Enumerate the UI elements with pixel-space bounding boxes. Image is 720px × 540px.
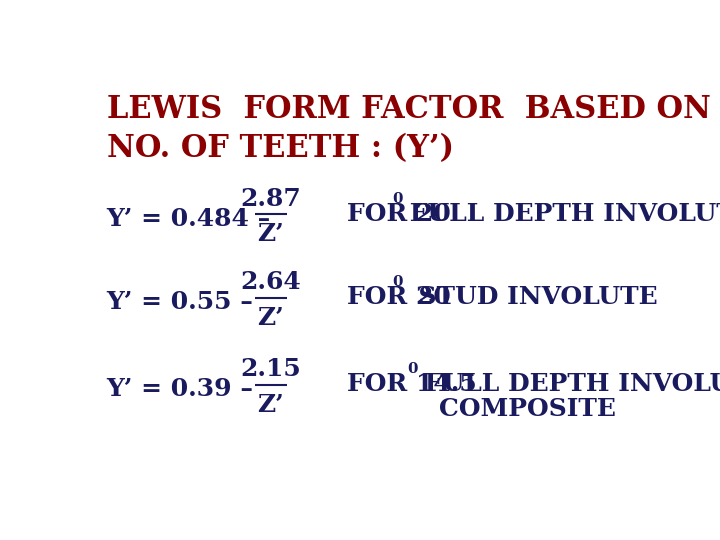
Text: 2.15: 2.15 — [240, 357, 301, 381]
Text: 0: 0 — [392, 192, 402, 206]
Text: Z’: Z’ — [257, 306, 284, 329]
Text: STUD INVOLUTE: STUD INVOLUTE — [401, 285, 657, 309]
Text: COMPOSITE: COMPOSITE — [369, 397, 616, 421]
Text: LEWIS  FORM FACTOR  BASED ON VIRTUAL
NO. OF TEETH : (Y’): LEWIS FORM FACTOR BASED ON VIRTUAL NO. O… — [107, 94, 720, 164]
Text: Y’ = 0.55 –: Y’ = 0.55 – — [107, 290, 262, 314]
Text: Y’ = 0.484 –: Y’ = 0.484 – — [107, 207, 280, 231]
Text: 2.64: 2.64 — [240, 270, 301, 294]
Text: 0: 0 — [407, 362, 418, 376]
Text: FOR 14.5: FOR 14.5 — [347, 372, 477, 396]
Text: FOR 20: FOR 20 — [347, 201, 451, 226]
Text: Z’: Z’ — [257, 393, 284, 417]
Text: FULL DEPTH INVOLUTEAND: FULL DEPTH INVOLUTEAND — [416, 372, 720, 396]
Text: FULL DEPTH INVOLUTE: FULL DEPTH INVOLUTE — [401, 201, 720, 226]
Text: 2.87: 2.87 — [240, 187, 301, 211]
Text: 0: 0 — [392, 275, 402, 289]
Text: Z’: Z’ — [257, 222, 284, 246]
Text: Y’ = 0.39 –: Y’ = 0.39 – — [107, 377, 263, 401]
Text: FOR 20: FOR 20 — [347, 285, 451, 309]
